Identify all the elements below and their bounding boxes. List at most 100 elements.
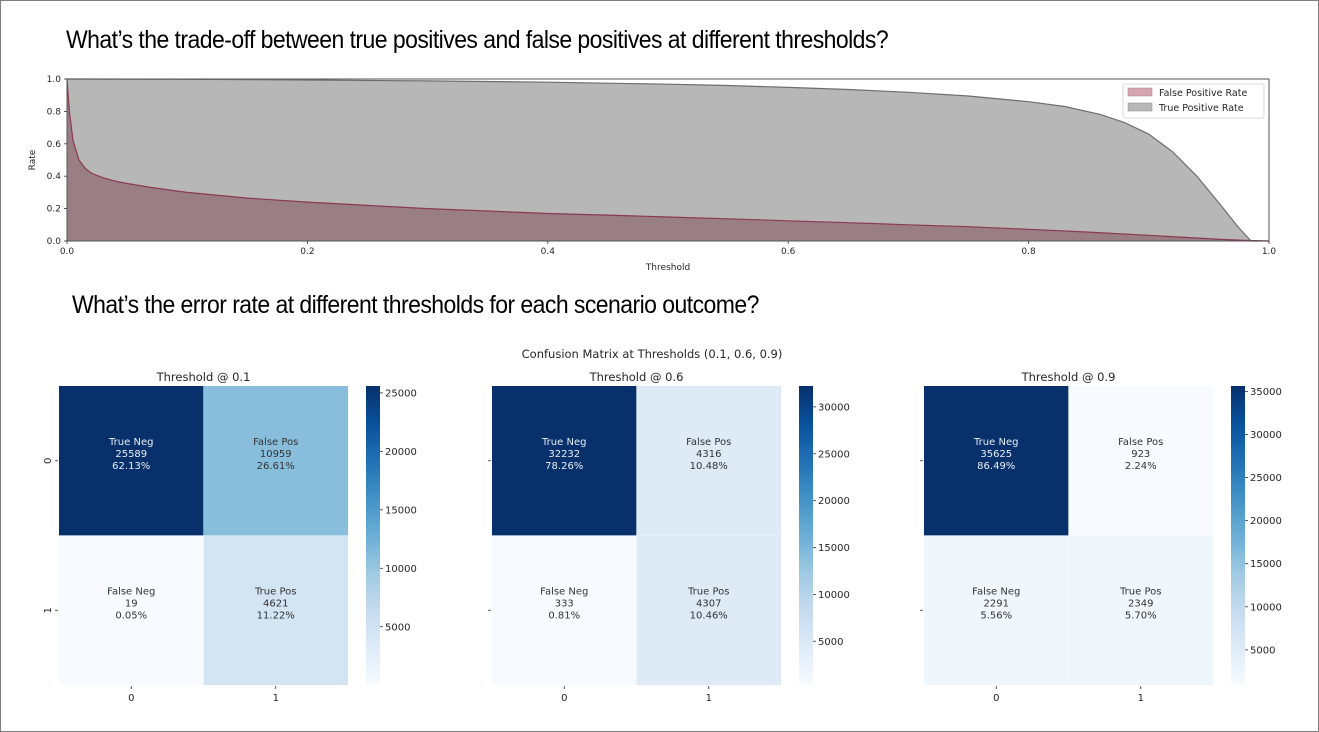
cell-percent: 0.81% — [548, 610, 580, 621]
cell-label: False Neg — [540, 586, 588, 597]
colorbar-tick-label: 30000 — [1250, 430, 1282, 441]
cell-label: True Pos — [687, 586, 729, 597]
cell-label: False Neg — [107, 586, 155, 597]
cell-count: 19 — [125, 598, 138, 609]
cell-label: True Neg — [973, 437, 1018, 448]
colorbar-tick-label: 15000 — [1250, 559, 1282, 570]
cell-label: False Pos — [253, 437, 298, 448]
colorbar-tick-label: 5000 — [385, 622, 410, 633]
fpr-area — [67, 79, 1269, 241]
cell-percent: 10.46% — [690, 610, 728, 621]
cell-label: True Pos — [254, 586, 296, 597]
colorbar-tick-label: 30000 — [818, 402, 850, 413]
cell-percent: 26.61% — [257, 461, 295, 472]
legend-box — [1122, 83, 1265, 119]
matrix-cell — [924, 386, 1069, 536]
colorbar-tick-label: 10000 — [1250, 602, 1282, 613]
colorbar — [366, 386, 380, 685]
x-axis-label: Threshold — [645, 263, 690, 273]
fpr-line — [66, 78, 1270, 242]
confusion-matrix-suptitle: Confusion Matrix at Thresholds (0.1, 0.6… — [522, 347, 783, 361]
x-tick-label: 0.2 — [300, 247, 314, 257]
col-label: 0 — [993, 693, 999, 704]
cell-percent: 78.26% — [545, 461, 583, 472]
col-label: 1 — [706, 693, 712, 704]
cell-label: False Pos — [686, 437, 731, 448]
plot-frame — [66, 78, 1270, 242]
cell-label: True Pos — [1119, 586, 1161, 597]
colorbar-tick-label: 15000 — [385, 505, 417, 516]
x-tick-label: 0.6 — [781, 247, 796, 257]
matrix-cell — [636, 535, 781, 685]
cell-count: 10959 — [260, 449, 292, 460]
legend-swatch-true-positive-rate — [1127, 102, 1153, 112]
y-tick-label: 0.8 — [47, 107, 62, 117]
cell-count: 2349 — [1128, 598, 1153, 609]
row-label: 1 — [43, 607, 54, 613]
cell-percent: 62.13% — [112, 461, 150, 472]
matrix-cell — [59, 386, 204, 536]
cell-count: 4307 — [696, 598, 721, 609]
cell-count: 4621 — [263, 598, 288, 609]
matrix-cell — [59, 535, 204, 685]
y-tick-label: 0.2 — [47, 205, 61, 215]
matrix-cell — [203, 386, 348, 536]
cell-count: 923 — [1131, 449, 1150, 460]
y-tick-label: 0.0 — [47, 237, 62, 247]
cell-count: 25589 — [115, 449, 147, 460]
colorbar-tick-label: 5000 — [818, 637, 843, 648]
cell-percent: 5.70% — [1125, 610, 1157, 621]
col-label: 0 — [561, 693, 567, 704]
matrix-cell — [1068, 535, 1213, 685]
cell-count: 4316 — [696, 449, 721, 460]
col-label: 0 — [128, 693, 134, 704]
col-label: 1 — [1138, 693, 1144, 704]
y-tick-label: 1.0 — [47, 75, 62, 85]
cell-count: 333 — [555, 598, 574, 609]
question-title-tradeoff: What’s the trade-off between true positi… — [66, 26, 889, 54]
colorbar-tick-label: 20000 — [1250, 516, 1282, 527]
cell-label: False Pos — [1118, 437, 1163, 448]
x-tick-label: 0.0 — [60, 247, 75, 257]
cell-percent: 0.05% — [115, 610, 147, 621]
colorbar-tick-label: 25000 — [818, 449, 850, 460]
cell-label: True Neg — [541, 437, 586, 448]
y-axis-label: Rate — [28, 149, 38, 170]
y-tick-label: 0.6 — [47, 140, 62, 150]
matrix-title: Threshold @ 0.9 — [1021, 370, 1116, 384]
legend-label-false-positive-rate: False Positive Rate — [1159, 88, 1247, 99]
cell-percent: 86.49% — [977, 461, 1015, 472]
cell-percent: 11.22% — [257, 610, 295, 621]
y-tick-label: 0.4 — [47, 172, 62, 182]
tpr-area — [67, 79, 1269, 241]
legend-swatch-false-positive-rate — [1127, 87, 1153, 97]
colorbar-tick-label: 20000 — [385, 447, 417, 458]
colorbar-tick-label: 15000 — [818, 543, 850, 554]
row-label: 0 — [43, 458, 54, 464]
cell-percent: 10.48% — [690, 461, 728, 472]
x-tick-label: 0.4 — [541, 247, 556, 257]
question-title-error-rate: What’s the error rate at different thres… — [72, 291, 759, 319]
legend-label-true-positive-rate: True Positive Rate — [1158, 103, 1244, 114]
colorbar-tick-label: 5000 — [1250, 645, 1275, 656]
cell-percent: 5.56% — [980, 610, 1012, 621]
colorbar-tick-label: 20000 — [818, 496, 850, 507]
cell-label: False Neg — [972, 586, 1020, 597]
matrix-cell — [924, 535, 1069, 685]
legend: False Positive Rate True Positive Rate — [1122, 83, 1265, 119]
colorbar — [799, 386, 813, 685]
matrix-cell — [492, 535, 637, 685]
tpr-line — [66, 78, 1269, 242]
colorbar-tick-label: 35000 — [1250, 387, 1282, 398]
col-label: 1 — [273, 693, 279, 704]
cell-percent: 2.24% — [1125, 461, 1157, 472]
matrix-cell — [203, 535, 348, 685]
cell-label: True Neg — [108, 437, 153, 448]
colorbar-tick-label: 10000 — [818, 590, 850, 601]
x-tick-label: 1.0 — [1262, 247, 1277, 257]
